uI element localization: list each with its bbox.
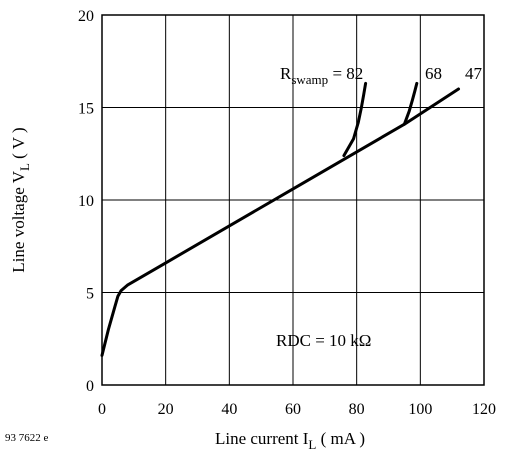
series-line-68 bbox=[402, 81, 419, 126]
y-axis-title: Line voltage VL ( V ) bbox=[9, 127, 32, 272]
x-tick-label: 60 bbox=[285, 401, 301, 418]
curves bbox=[100, 81, 460, 357]
annotation-47: 47 bbox=[465, 64, 483, 83]
x-tick-label: 80 bbox=[349, 401, 365, 418]
x-tick-label: 20 bbox=[158, 401, 174, 418]
y-tick-label: 0 bbox=[86, 378, 94, 395]
figure-id: 93 7622 e bbox=[5, 432, 49, 444]
grid-lines bbox=[102, 15, 484, 385]
x-tick-label: 120 bbox=[472, 401, 496, 418]
x-tick-label: 0 bbox=[98, 401, 106, 418]
annotation-rswamp: Rswamp = 82 bbox=[280, 64, 363, 87]
x-tick-label: 40 bbox=[221, 401, 237, 418]
y-tick-label: 15 bbox=[78, 101, 94, 118]
plot-frame bbox=[101, 14, 485, 386]
series-line-82 bbox=[342, 81, 368, 158]
y-tick-labels: 0 5 10 15 20 bbox=[78, 8, 94, 395]
x-tick-labels: 0 20 40 60 80 100 120 bbox=[98, 401, 496, 418]
series-line-47 bbox=[100, 87, 460, 357]
y-tick-label: 10 bbox=[78, 193, 94, 210]
y-tick-label: 20 bbox=[78, 8, 94, 25]
x-tick-label: 100 bbox=[408, 401, 432, 418]
annotation-68: 68 bbox=[425, 64, 442, 83]
y-tick-label: 5 bbox=[86, 286, 94, 303]
x-axis-title: Line current IL ( mA ) bbox=[215, 429, 365, 452]
annotation-rdc: RDC = 10 kΩ bbox=[276, 331, 371, 350]
